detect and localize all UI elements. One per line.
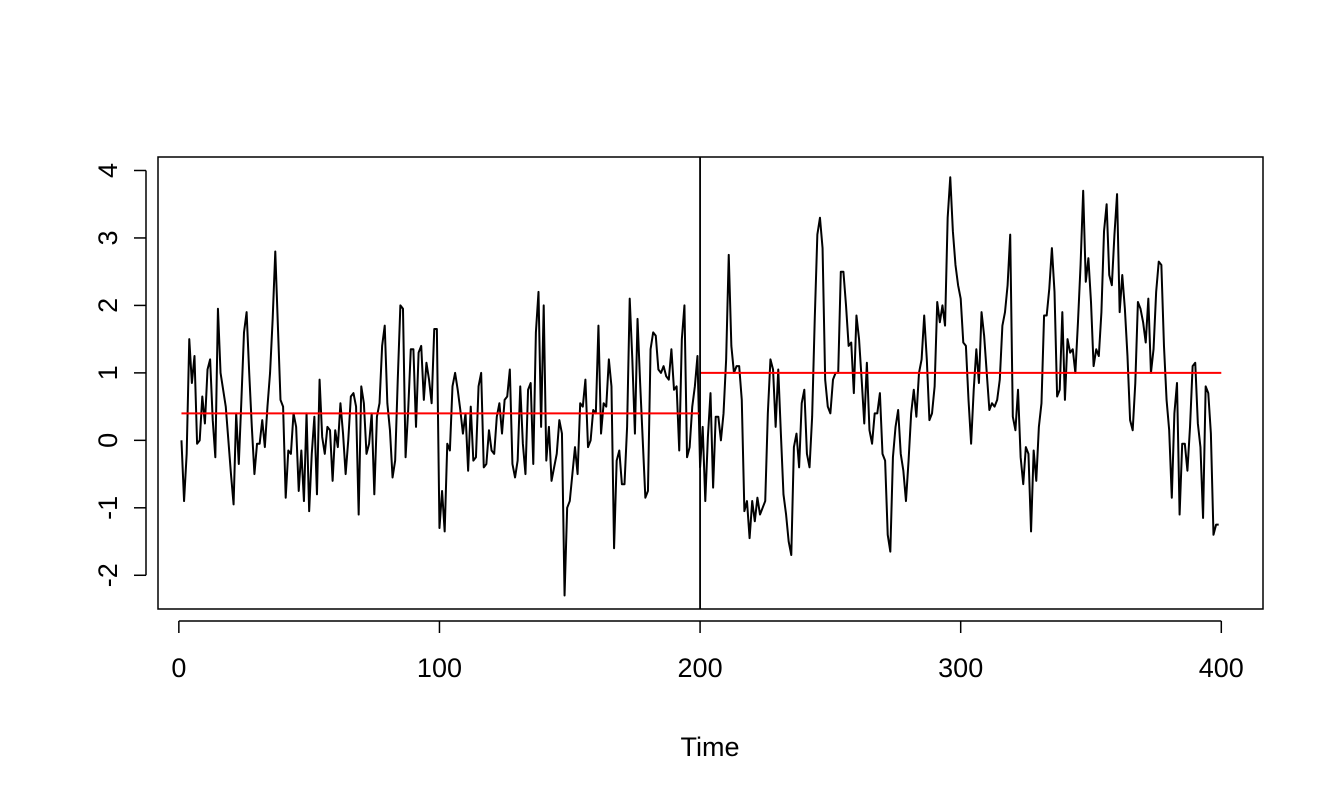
x-axis-title: Time bbox=[681, 732, 740, 762]
x-tick-label: 200 bbox=[678, 653, 723, 683]
x-tick-label: 0 bbox=[171, 653, 186, 683]
y-tick-label: 0 bbox=[93, 433, 123, 448]
y-tick-label: 2 bbox=[93, 298, 123, 313]
y-axis: -2 -1 0 1 2 3 4 bbox=[93, 163, 147, 587]
x-tick-label: 300 bbox=[938, 653, 983, 683]
x-tick-label: 400 bbox=[1199, 653, 1244, 683]
y-tick-label: 1 bbox=[93, 365, 123, 380]
plot-area bbox=[180, 157, 1222, 609]
y-tick-label: -2 bbox=[93, 563, 123, 587]
y-tick-label: -1 bbox=[93, 496, 123, 520]
x-axis: 0 100 200 300 400 bbox=[171, 620, 1244, 683]
y-tick-label: 4 bbox=[93, 163, 123, 178]
plot-frame bbox=[157, 156, 1264, 610]
x-tick-label: 100 bbox=[417, 653, 462, 683]
y-tick-label: 3 bbox=[93, 230, 123, 245]
